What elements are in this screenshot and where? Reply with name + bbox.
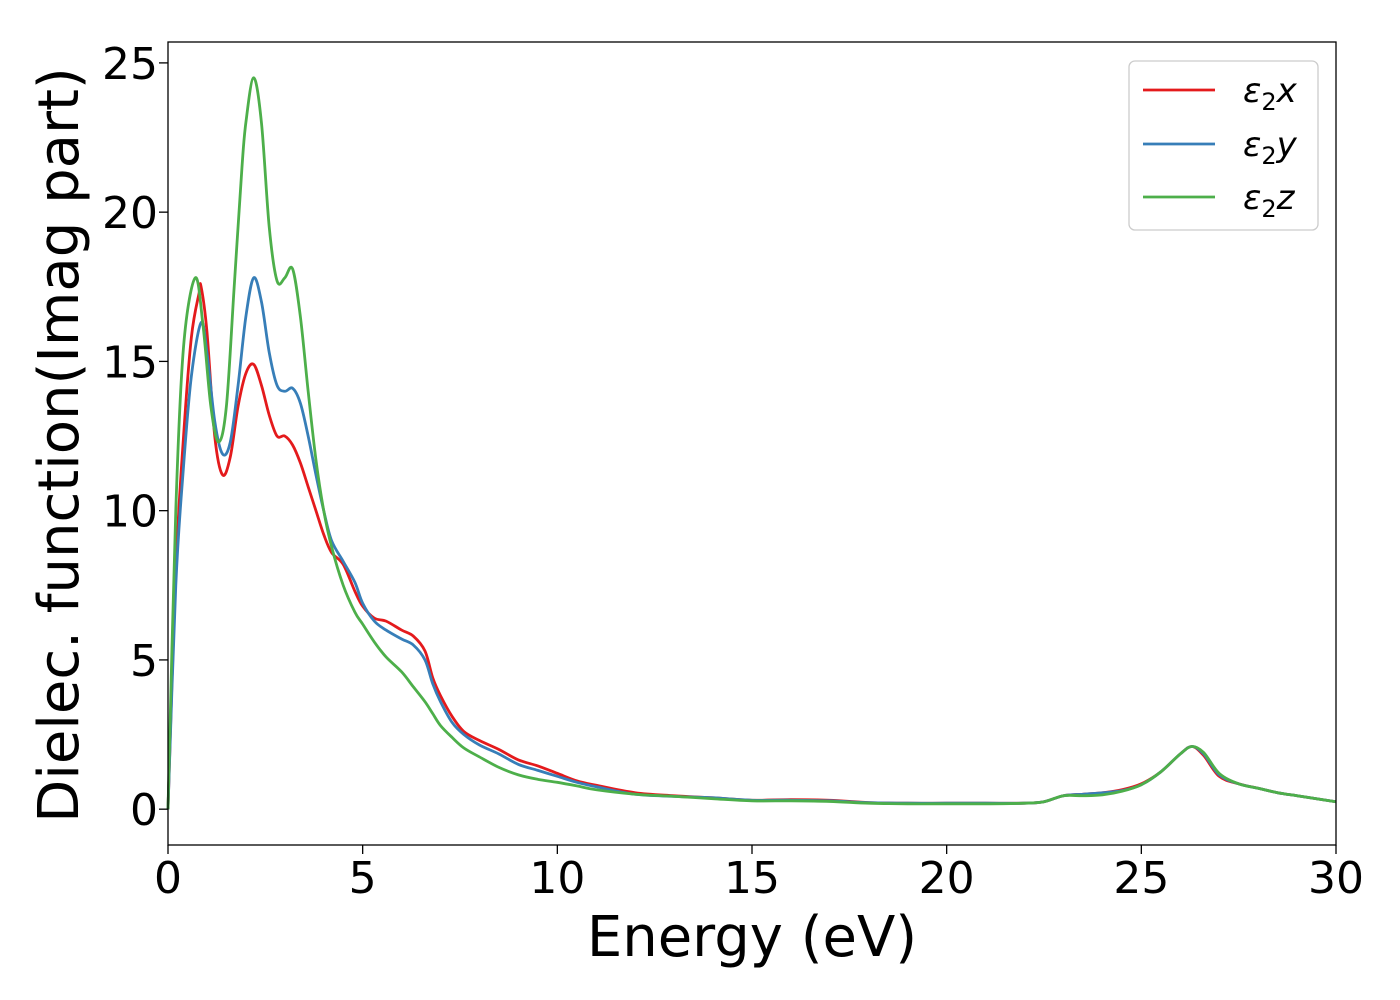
x-tick-label: 0 — [154, 853, 182, 904]
y-tick-label: 15 — [102, 337, 158, 388]
series-line-z — [166, 76, 1337, 810]
plot-series-group — [166, 76, 1337, 810]
x-tick-label: 30 — [1308, 853, 1364, 904]
y-tick-label: 25 — [102, 39, 158, 90]
y-tick-label: 0 — [130, 785, 158, 836]
y-axis-ticks: 0 5 10 15 20 25 — [102, 39, 168, 836]
x-tick-label: 5 — [349, 853, 377, 904]
legend-label-z: ε2z — [1243, 178, 1296, 223]
x-tick-label: 10 — [529, 853, 585, 904]
x-tick-label: 25 — [1113, 853, 1169, 904]
y-tick-label: 5 — [130, 636, 158, 687]
y-axis-label: Dielec. function(Imag part) — [27, 67, 92, 823]
x-axis-ticks: 0 5 10 15 20 25 30 — [154, 845, 1364, 904]
y-tick-label: 20 — [102, 188, 158, 239]
legend-label-y: ε2y — [1243, 125, 1298, 170]
x-axis-label: Energy (eV) — [587, 905, 917, 970]
x-tick-label: 20 — [919, 853, 975, 904]
legend: ε2x ε2y ε2z — [1128, 60, 1319, 231]
legend-box — [1128, 60, 1319, 231]
legend-label-x: ε2x — [1243, 71, 1298, 116]
x-tick-label: 15 — [724, 853, 780, 904]
y-tick-label: 10 — [102, 487, 158, 538]
